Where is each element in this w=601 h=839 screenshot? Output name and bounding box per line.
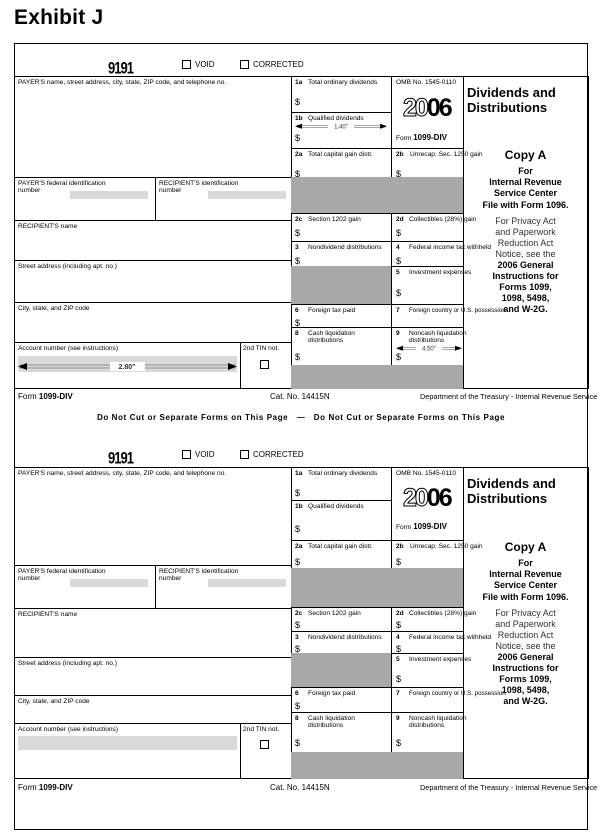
svg-text:2.80": 2.80" (119, 364, 136, 371)
svg-text:1.40": 1.40" (334, 125, 348, 131)
svg-text:4.50": 4.50" (422, 347, 436, 353)
